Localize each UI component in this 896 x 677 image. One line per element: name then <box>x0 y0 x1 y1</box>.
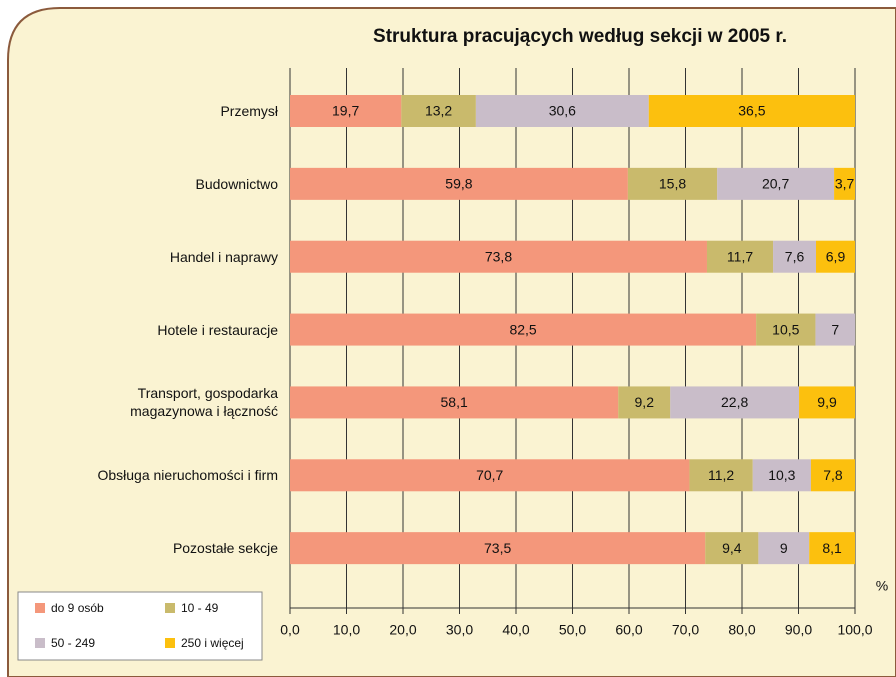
bar-segment <box>758 532 810 565</box>
legend-label: 10 - 49 <box>181 601 219 615</box>
x-axis-label: % <box>876 578 888 594</box>
bar-segment <box>799 386 855 419</box>
legend-swatch <box>165 603 175 613</box>
data-label: 10,5 <box>772 321 799 337</box>
legend-box <box>17 591 263 661</box>
data-label: 7 <box>831 321 839 337</box>
y-tick-label: Przemysł <box>220 103 278 119</box>
bar-segment <box>627 167 718 200</box>
bar-segment <box>706 240 774 273</box>
x-tick-label: 20,0 <box>389 622 416 638</box>
data-label: 9 <box>780 540 788 556</box>
bar-segment <box>705 532 759 565</box>
data-label: 7,8 <box>823 467 843 483</box>
data-label: 8,1 <box>822 540 842 556</box>
data-label: 10,3 <box>768 467 795 483</box>
y-tick-label: Handel i naprawy <box>169 248 278 265</box>
data-label: 70,7 <box>476 467 503 483</box>
data-label: 73,5 <box>484 540 511 556</box>
legend-swatch <box>165 638 175 648</box>
data-label: 22,8 <box>721 394 748 410</box>
x-tick-label: 50,0 <box>559 622 586 638</box>
legend-label: 50 - 249 <box>51 636 95 650</box>
data-label: 73,8 <box>485 248 512 264</box>
data-label: 82,5 <box>509 321 536 337</box>
bar-segment <box>290 313 757 346</box>
data-label: 58,1 <box>441 394 468 410</box>
bar-segment <box>689 459 753 492</box>
bar-segment <box>290 459 690 492</box>
bar-segment <box>618 386 671 419</box>
data-label: 59,8 <box>445 176 472 192</box>
bar-segment <box>290 240 707 273</box>
bar-segment <box>816 240 855 273</box>
data-label: 11,7 <box>727 248 753 264</box>
y-tick-label: Pozostałe sekcje <box>172 540 278 557</box>
data-label: 11,2 <box>708 467 734 483</box>
x-tick-label: 80,0 <box>728 622 755 638</box>
bar-segment <box>648 95 855 127</box>
y-tick-label: Hotele i restauracje <box>157 321 278 338</box>
data-label: 30,6 <box>549 103 576 119</box>
legend-swatch <box>35 638 45 648</box>
bar-segment <box>401 95 476 127</box>
legend-swatch <box>35 603 45 613</box>
data-label: 6,9 <box>826 248 846 264</box>
data-label: 19,7 <box>332 103 359 119</box>
bar-segment <box>810 459 855 492</box>
x-tick-label: 100,0 <box>837 622 872 638</box>
bar-segment <box>773 240 817 273</box>
x-tick-label: 60,0 <box>615 622 642 638</box>
y-tick-label: Obsługa nieruchomości i firm <box>97 467 278 484</box>
x-tick-label: 40,0 <box>502 622 529 638</box>
bar-segment <box>752 459 811 492</box>
data-label: 7,6 <box>785 248 805 264</box>
legend-label: 250 i więcej <box>181 636 244 650</box>
bar-segment <box>290 167 628 200</box>
bar-segment <box>290 386 619 419</box>
data-label: 3,7 <box>835 176 855 192</box>
data-label: 13,2 <box>425 103 452 119</box>
bar-segment <box>290 532 706 565</box>
legend-label: do 9 osób <box>51 601 104 615</box>
x-tick-label: 0,0 <box>280 622 300 638</box>
data-label: 9,2 <box>635 394 655 410</box>
bar-segment <box>834 167 855 200</box>
y-tick-label: Budownictwo <box>195 175 279 192</box>
bar-segment <box>290 95 402 127</box>
data-label: 15,8 <box>659 176 686 192</box>
data-label: 9,4 <box>722 540 742 556</box>
bar-segment <box>756 313 816 346</box>
x-tick-label: 10,0 <box>333 622 360 638</box>
data-label: 36,5 <box>738 103 765 119</box>
y-tick-label: Transport, gospodarka magazynowa i łączn… <box>130 385 278 420</box>
x-tick-label: 70,0 <box>672 622 699 638</box>
bar-segment <box>670 386 800 419</box>
data-label: 20,7 <box>762 176 789 192</box>
bar-segment <box>717 167 835 200</box>
x-tick-label: 30,0 <box>446 622 473 638</box>
bar-segment <box>475 95 649 127</box>
data-label: 9,9 <box>817 394 837 410</box>
bar-segment <box>815 313 855 346</box>
x-tick-label: 90,0 <box>785 622 812 638</box>
bar-segment <box>809 532 855 565</box>
chart-title: Struktura pracujących według sekcji w 20… <box>373 26 787 47</box>
